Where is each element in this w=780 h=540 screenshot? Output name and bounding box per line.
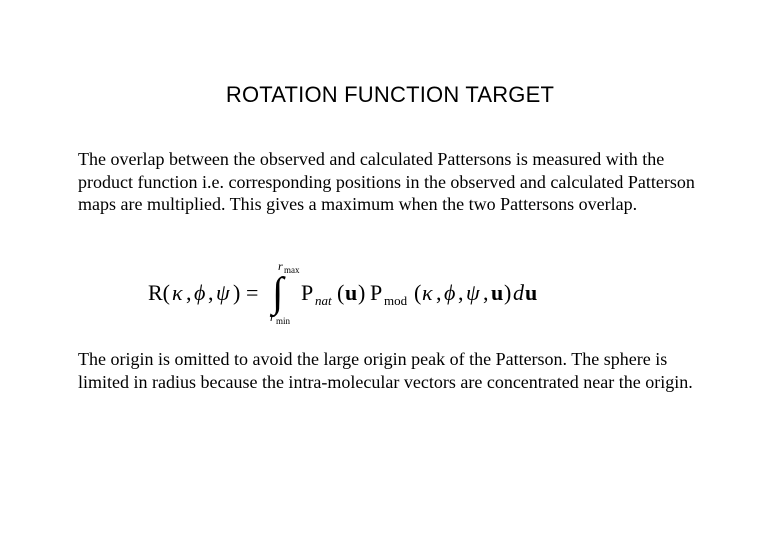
svg-text:u: u: [345, 280, 357, 305]
svg-text:u: u: [491, 280, 503, 305]
svg-text:ϕ: ϕ: [194, 280, 205, 305]
svg-text:=: =: [246, 280, 258, 305]
svg-text:(: (: [414, 280, 421, 305]
svg-text:(: (: [337, 280, 344, 305]
svg-text:,: ,: [208, 280, 214, 305]
svg-text:min: min: [276, 316, 291, 324]
svg-text:u: u: [525, 280, 537, 305]
svg-text:r: r: [270, 310, 275, 324]
svg-text:,: ,: [436, 280, 442, 305]
svg-text:,: ,: [186, 280, 192, 305]
svg-text:ψ: ψ: [216, 280, 230, 305]
svg-text:): ): [233, 280, 240, 305]
svg-text:): ): [358, 280, 365, 305]
svg-text:r: r: [278, 260, 283, 273]
svg-text:mod: mod: [384, 293, 408, 308]
svg-text:,: ,: [458, 280, 464, 305]
svg-text:): ): [504, 280, 511, 305]
svg-text:max: max: [284, 265, 300, 275]
paragraph-1: The overlap between the observed and cal…: [78, 148, 698, 216]
svg-text:d: d: [513, 280, 525, 305]
svg-text:nat: nat: [315, 293, 332, 308]
rotation-function-equation: R( κ , ϕ , ψ ) = ∫ r max r min P nat ( u…: [148, 260, 618, 324]
page-title: ROTATION FUNCTION TARGET: [0, 82, 780, 108]
paragraph-2: The origin is omitted to avoid the large…: [78, 348, 698, 393]
svg-text:P: P: [301, 280, 313, 305]
svg-text:,: ,: [483, 280, 489, 305]
svg-text:κ: κ: [172, 280, 183, 305]
svg-text:P: P: [370, 280, 382, 305]
equation-svg: R( κ , ϕ , ψ ) = ∫ r max r min P nat ( u…: [148, 260, 618, 324]
svg-text:R(: R(: [148, 280, 170, 305]
svg-text:ψ: ψ: [466, 280, 480, 305]
svg-text:κ: κ: [422, 280, 433, 305]
svg-text:ϕ: ϕ: [444, 280, 455, 305]
